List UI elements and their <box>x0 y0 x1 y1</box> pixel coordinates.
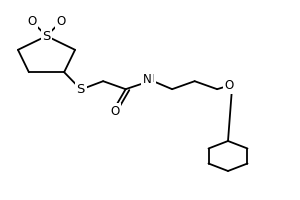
Text: N: N <box>143 73 152 86</box>
Text: O: O <box>56 15 65 28</box>
Text: O: O <box>225 79 234 92</box>
Text: S: S <box>76 83 85 96</box>
Text: H: H <box>146 74 154 84</box>
Text: S: S <box>42 29 51 43</box>
Text: O: O <box>28 15 37 28</box>
Text: O: O <box>110 105 120 118</box>
